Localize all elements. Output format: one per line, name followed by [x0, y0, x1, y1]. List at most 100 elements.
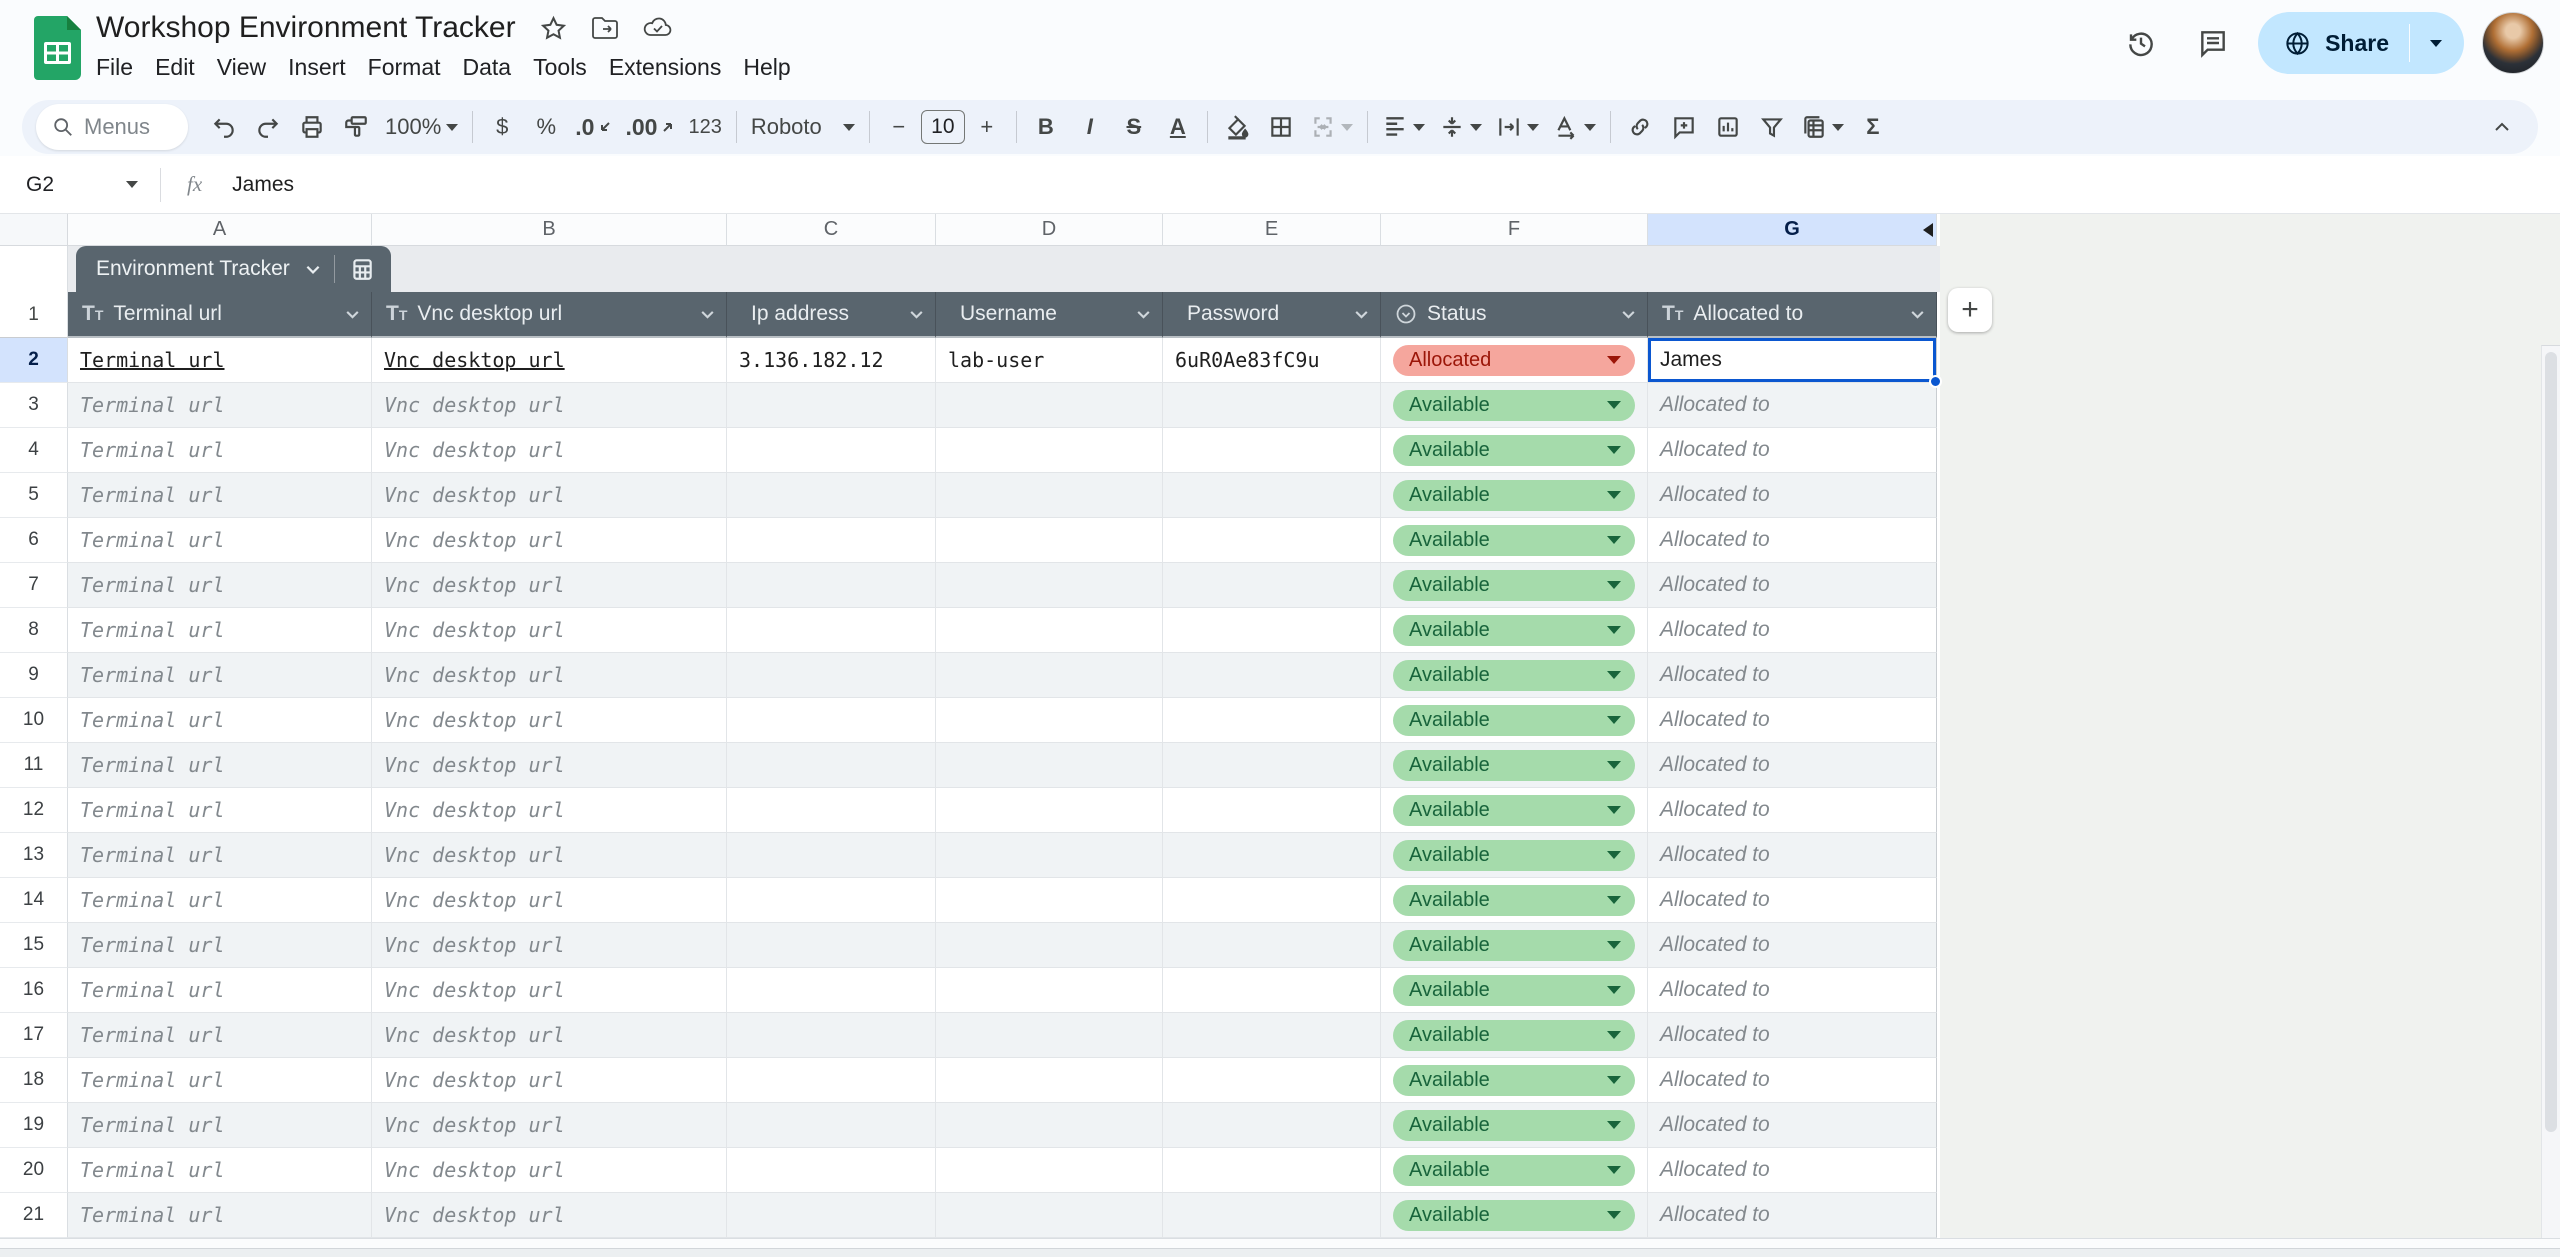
table-view-icon[interactable]	[347, 256, 391, 282]
increase-decimals-button[interactable]: .00	[618, 105, 681, 149]
cell-password[interactable]	[1163, 1013, 1381, 1058]
column-menu-caret-icon[interactable]	[1353, 306, 1370, 323]
cell-vnc-desktop-url[interactable]: Vnc desktop url	[372, 833, 727, 878]
cell-terminal-url[interactable]: Terminal url	[68, 1103, 372, 1148]
name-box-caret[interactable]	[126, 181, 138, 188]
menu-file[interactable]: File	[96, 54, 134, 80]
cell-terminal-url[interactable]: Terminal url	[68, 338, 372, 383]
cell-status[interactable]: Available	[1381, 1058, 1648, 1103]
cell-allocated-to[interactable]: Allocated to	[1648, 743, 1937, 788]
format-currency-button[interactable]: $	[496, 114, 509, 139]
user-avatar[interactable]	[2482, 12, 2544, 74]
table-column-password[interactable]: Password	[1163, 292, 1381, 338]
menu-tools[interactable]: Tools	[533, 54, 587, 80]
text-color-button[interactable]: A	[1169, 114, 1186, 139]
star-icon[interactable]	[540, 15, 567, 42]
add-column-button[interactable]: +	[1948, 288, 1992, 332]
fill-handle[interactable]	[1929, 375, 1942, 388]
cell-ip-address[interactable]	[727, 1148, 936, 1193]
row-header-13[interactable]: 13	[0, 833, 68, 878]
insert-chart-button[interactable]	[1706, 105, 1750, 149]
column-menu-caret-icon[interactable]	[1135, 306, 1152, 323]
cell-terminal-url[interactable]: Terminal url	[68, 1148, 372, 1193]
cell-terminal-url[interactable]: Terminal url	[68, 968, 372, 1013]
cell-username[interactable]	[936, 428, 1163, 473]
cell-status[interactable]: Available	[1381, 1013, 1648, 1058]
status-chip-available[interactable]: Available	[1393, 794, 1635, 826]
cell-ip-address[interactable]	[727, 1013, 936, 1058]
cell-allocated-to[interactable]: Allocated to	[1648, 428, 1937, 473]
column-menu-caret-icon[interactable]	[1620, 306, 1637, 323]
cell-password[interactable]	[1163, 1103, 1381, 1148]
cell-vnc-desktop-url[interactable]: Vnc desktop url	[372, 1013, 727, 1058]
cell-password[interactable]	[1163, 1058, 1381, 1103]
merge-cells-button[interactable]	[1303, 105, 1360, 149]
menu-help[interactable]: Help	[743, 54, 791, 80]
share-dropdown-caret[interactable]	[2414, 39, 2458, 47]
status-chip-available[interactable]: Available	[1393, 434, 1635, 466]
collapse-toolbar-button[interactable]	[2480, 105, 2524, 149]
cell-ip-address[interactable]	[727, 608, 936, 653]
insert-link-button[interactable]	[1618, 105, 1662, 149]
row-header-12[interactable]: 12	[0, 788, 68, 833]
cell-allocated-to[interactable]: Allocated to	[1648, 788, 1937, 833]
row-header-19[interactable]: 19	[0, 1103, 68, 1148]
strikethrough-button[interactable]: S	[1126, 114, 1142, 139]
paint-format-button[interactable]	[334, 105, 378, 149]
status-chip-available[interactable]: Available	[1393, 659, 1635, 691]
cell-ip-address[interactable]	[727, 1193, 936, 1238]
text-rotation-button[interactable]	[1546, 105, 1603, 149]
table-column-allocated-to[interactable]: T T Allocated to	[1648, 292, 1937, 338]
cell-status[interactable]: Available	[1381, 1193, 1648, 1238]
cell-password[interactable]	[1163, 563, 1381, 608]
cell-ip-address[interactable]	[727, 653, 936, 698]
row-header-6[interactable]: 6	[0, 518, 68, 563]
status-chip-available[interactable]: Available	[1393, 1019, 1635, 1051]
search-menus-input[interactable]: Menus	[36, 104, 188, 150]
cell-ip-address[interactable]	[727, 878, 936, 923]
scrollbar-thumb[interactable]	[2545, 352, 2557, 1132]
cell-status[interactable]: Available	[1381, 608, 1648, 653]
cell-allocated-to[interactable]: Allocated to	[1648, 968, 1937, 1013]
cell-ip-address[interactable]	[727, 788, 936, 833]
cell-password[interactable]	[1163, 788, 1381, 833]
cell-terminal-url[interactable]: Terminal url	[68, 788, 372, 833]
cell-ip-address[interactable]	[727, 1103, 936, 1148]
cell-username[interactable]	[936, 1058, 1163, 1103]
cell-password[interactable]	[1163, 1148, 1381, 1193]
cell-terminal-url[interactable]: Terminal url	[68, 698, 372, 743]
cell-allocated-to[interactable]: Allocated to	[1648, 1103, 1937, 1148]
cell-allocated-to[interactable]: Allocated to	[1648, 878, 1937, 923]
row-header-9[interactable]: 9	[0, 653, 68, 698]
cell-password[interactable]	[1163, 743, 1381, 788]
cell-ip-address[interactable]	[727, 923, 936, 968]
table-name-chip[interactable]: Environment Tracker	[76, 246, 391, 292]
status-chip-available[interactable]: Available	[1393, 524, 1635, 556]
column-header-C[interactable]: C	[727, 214, 936, 246]
cell-username[interactable]	[936, 1148, 1163, 1193]
cell-terminal-url[interactable]: Terminal url	[68, 1193, 372, 1238]
text-wrap-button[interactable]	[1489, 105, 1546, 149]
cell-terminal-url[interactable]: Terminal url	[68, 878, 372, 923]
filter-views-button[interactable]	[1794, 105, 1851, 149]
cell-username[interactable]	[936, 788, 1163, 833]
borders-button[interactable]	[1259, 105, 1303, 149]
status-chip-available[interactable]: Available	[1393, 389, 1635, 421]
cell-status[interactable]: Available	[1381, 1148, 1648, 1193]
functions-button[interactable]: Σ	[1866, 114, 1880, 139]
cell-username[interactable]	[936, 653, 1163, 698]
row-header-7[interactable]: 7	[0, 563, 68, 608]
row-header-11[interactable]: 11	[0, 743, 68, 788]
cell-allocated-to[interactable]: Allocated to	[1648, 833, 1937, 878]
status-chip-available[interactable]: Available	[1393, 839, 1635, 871]
cell-ip-address[interactable]	[727, 1058, 936, 1103]
cell-ip-address[interactable]	[727, 968, 936, 1013]
decrease-decimals-button[interactable]: .0	[568, 105, 618, 149]
cell-status[interactable]: Available	[1381, 383, 1648, 428]
row-header-4[interactable]: 4	[0, 428, 68, 473]
cell-allocated-to[interactable]: Allocated to	[1648, 518, 1937, 563]
row-header-10[interactable]: 10	[0, 698, 68, 743]
redo-button[interactable]	[246, 105, 290, 149]
status-chip-available[interactable]: Available	[1393, 614, 1635, 646]
cell-password[interactable]	[1163, 653, 1381, 698]
